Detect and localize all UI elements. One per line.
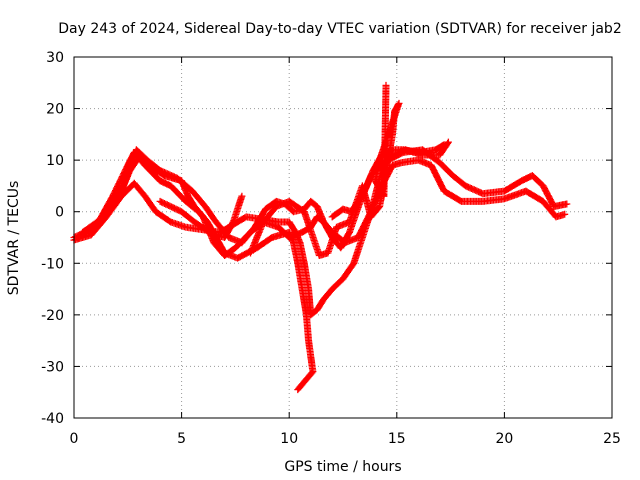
data-points: [70, 81, 571, 394]
series-track-7: [328, 141, 448, 221]
x-tick-label: 20: [495, 431, 513, 447]
x-tick-label: 10: [280, 431, 298, 447]
y-tick-label: -10: [41, 256, 64, 272]
plus-markers: [70, 156, 569, 319]
y-tick-label: 10: [46, 153, 64, 169]
y-tick-label: -20: [41, 308, 64, 324]
y-tick-label: 30: [46, 50, 64, 66]
y-axis-label: SDTVAR / TECUs: [6, 181, 22, 296]
series-track-5: [156, 192, 246, 241]
y-tick-label: 0: [55, 205, 64, 221]
x-tick-label: 0: [70, 431, 79, 447]
plus-markers: [328, 141, 448, 221]
x-tick-label: 15: [388, 431, 406, 447]
x-axis-label: GPS time / hours: [284, 459, 401, 475]
chart-title: Day 243 of 2024, Sidereal Day-to-day VTE…: [58, 21, 621, 37]
plot-area-frame: [73, 56, 613, 419]
plus-markers: [156, 192, 246, 241]
y-tick-label: -40: [41, 411, 64, 427]
series-track-2: [70, 148, 317, 394]
series-track-1: [70, 156, 569, 319]
x-tick-label: 25: [603, 431, 621, 447]
y-tick-label: -30: [41, 359, 64, 375]
y-tick-label: 20: [46, 102, 64, 118]
x-tick-label: 5: [177, 431, 186, 447]
axis-ticks: 0 5 10 15 20 25 -40 -30 -20 -10 0 10 20 30: [41, 50, 621, 447]
plus-markers: [70, 148, 317, 394]
